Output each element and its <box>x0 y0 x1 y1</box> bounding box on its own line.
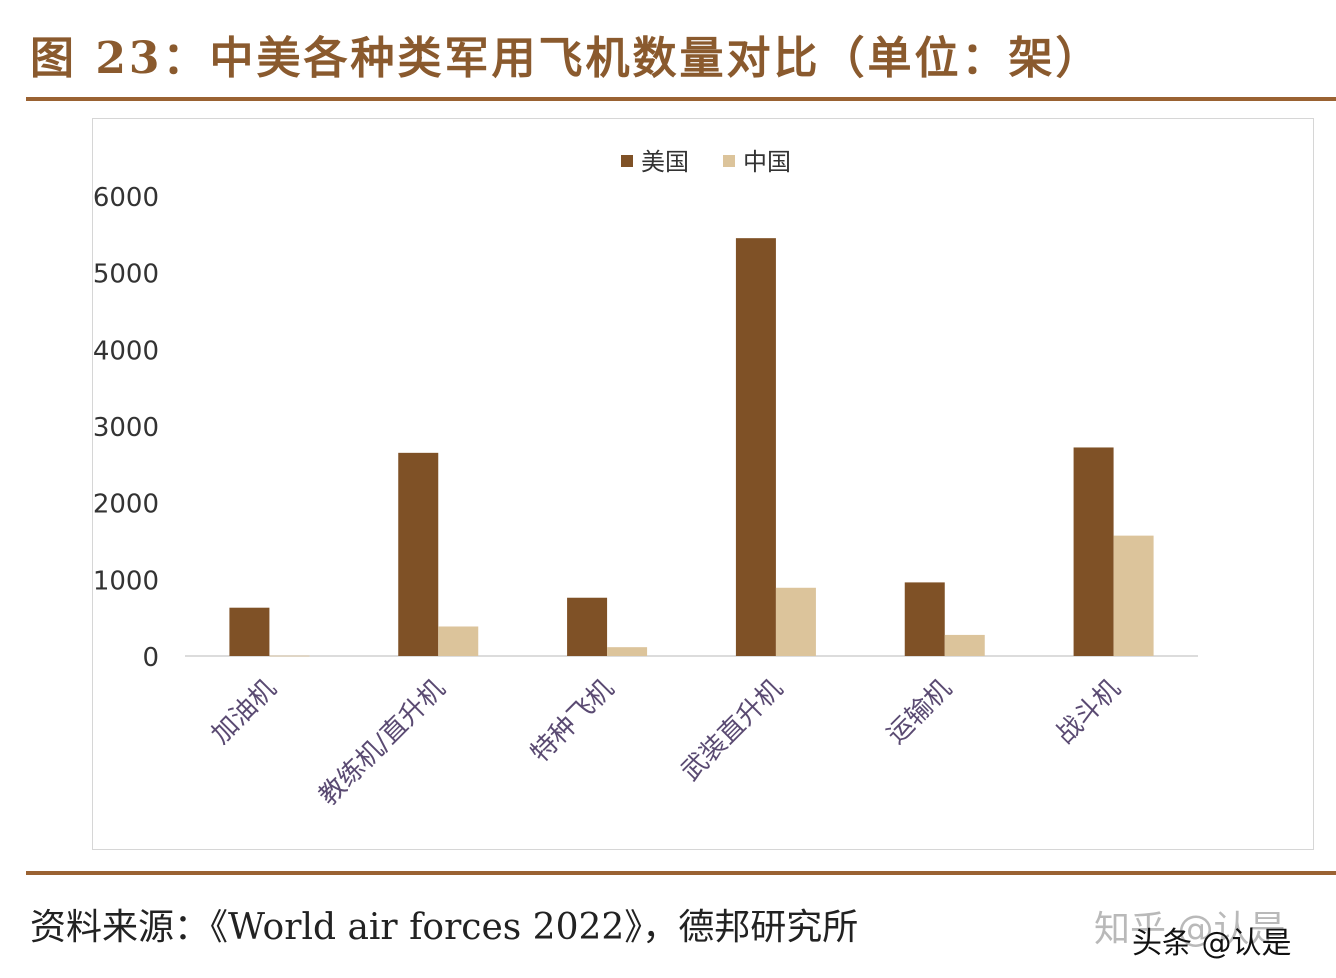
bar-chart: 0 1000 2000 3000 4000 5000 6000 加油机 教练机/直升机 特种飞机武… <box>93 148 1198 812</box>
bar-china <box>438 626 479 656</box>
figure-title: 图 23：中美各种类军用飞机数量对比（单位：架） <box>30 33 1103 84</box>
y-tick-label: 4000 <box>93 336 159 366</box>
legend-label: 美国 <box>641 148 689 176</box>
watermark-secondary: 头条 @认是 <box>1132 926 1292 961</box>
y-tick-label: 2000 <box>93 490 159 520</box>
y-tick-label: 6000 <box>93 183 159 213</box>
source-note: 资料来源：《World air forces 2022》，德邦研究所 <box>30 907 859 948</box>
legend-swatch <box>723 155 735 167</box>
bar-usa <box>735 238 776 656</box>
bar-china <box>775 587 816 656</box>
legend-label: 中国 <box>743 148 791 176</box>
bar-usa <box>398 452 439 656</box>
bar-china <box>269 655 310 657</box>
x-tick-label: 特种飞机 <box>525 674 620 769</box>
chart-frame: 0 1000 2000 3000 4000 5000 6000 加油机 教练机/直升机 特种飞机武… <box>92 118 1314 850</box>
legend-swatch <box>621 155 633 167</box>
bar-usa <box>904 582 945 656</box>
y-tick-label: 3000 <box>93 413 159 443</box>
x-tick-label: 运输机 <box>881 674 957 750</box>
y-tick-label: 1000 <box>93 566 159 596</box>
bar-china <box>607 647 648 656</box>
bottom-rule <box>26 871 1336 875</box>
bar-usa <box>1073 447 1114 656</box>
watermark: 知乎 @认是 <box>1094 909 1286 950</box>
x-tick-label: 战斗机 <box>1050 674 1126 750</box>
y-tick-label: 0 <box>142 643 159 673</box>
bar-usa <box>229 607 270 656</box>
top-rule <box>26 97 1336 101</box>
y-tick-label: 5000 <box>93 260 159 290</box>
x-tick-label: 教练机/直升机 <box>313 674 451 812</box>
x-tick-label: 加油机 <box>206 674 282 750</box>
bar-usa <box>567 597 608 656</box>
bar-china <box>944 634 985 656</box>
x-tick-label: 武装直升机 <box>676 674 789 787</box>
bar-china <box>1113 535 1154 656</box>
